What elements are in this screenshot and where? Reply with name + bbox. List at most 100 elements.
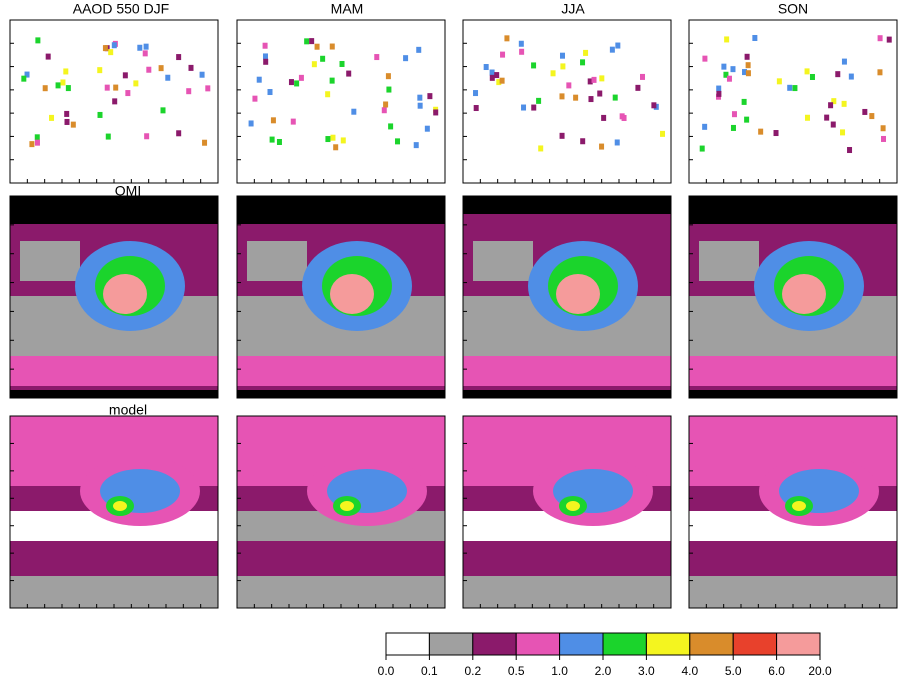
map-cell <box>425 126 430 132</box>
colorbar-label: 0.2 <box>464 664 481 678</box>
map-panel <box>10 416 218 608</box>
map-cell <box>560 63 565 69</box>
map-cell <box>427 93 432 99</box>
ocean <box>473 241 533 281</box>
colorbar-label: 0.5 <box>508 664 525 678</box>
map-cell <box>877 69 882 75</box>
map-cell <box>374 54 379 60</box>
map-cell <box>700 146 705 152</box>
colorbar-label: 20.0 <box>808 664 832 678</box>
south-ocean <box>237 576 445 608</box>
map-cell <box>433 109 438 115</box>
map-cell <box>43 85 48 91</box>
map-cell <box>106 134 111 140</box>
map-cell <box>325 91 330 97</box>
map-cell <box>29 141 34 147</box>
map-cell <box>474 105 479 111</box>
map-cell <box>730 66 735 72</box>
map-cell <box>566 82 571 88</box>
map-cell <box>758 129 763 135</box>
land <box>103 274 147 314</box>
ocean <box>699 241 759 281</box>
map-cell <box>745 54 750 60</box>
map-cell <box>386 87 391 93</box>
colorbar-swatch <box>386 633 429 655</box>
map-cell <box>340 61 345 67</box>
map-cell <box>592 77 597 83</box>
map-panel <box>689 20 897 183</box>
colorbar-swatch <box>690 633 733 655</box>
map-cell <box>615 139 620 145</box>
plume <box>340 501 354 511</box>
map-cell <box>840 129 845 135</box>
panel-title: AAOD 550 DJF <box>73 1 169 17</box>
map-cell <box>417 95 422 101</box>
map-cell <box>333 144 338 150</box>
colorbar-label: 2.0 <box>595 664 612 678</box>
map-panel <box>237 20 445 183</box>
map-cell <box>742 99 747 105</box>
ocean <box>247 241 307 281</box>
map-panel <box>463 416 671 608</box>
polar-band <box>237 196 445 224</box>
map-cell <box>315 44 320 50</box>
map-cell <box>721 64 726 70</box>
land <box>782 274 826 314</box>
map-cell <box>320 56 325 62</box>
map-cell <box>35 140 40 146</box>
map-cell <box>881 125 886 131</box>
colorbar-swatch <box>560 633 603 655</box>
map-panel <box>463 196 671 398</box>
map-cell <box>418 103 423 109</box>
colorbar-swatch <box>603 633 646 655</box>
map-cell <box>473 90 478 96</box>
row-label: model <box>109 402 147 418</box>
map-cell <box>849 74 854 80</box>
colorbar-label: 0.0 <box>378 664 395 678</box>
map-cell <box>805 115 810 121</box>
plume <box>113 501 127 511</box>
colorbar-label: 3.0 <box>638 664 655 678</box>
map-cell <box>828 102 833 108</box>
map-content <box>237 416 445 608</box>
map-cell <box>504 35 509 41</box>
south-band <box>10 356 218 386</box>
map-panels <box>10 20 897 608</box>
map-cell <box>620 113 625 119</box>
map-cell <box>108 49 113 55</box>
map-content <box>689 196 897 398</box>
map-cell <box>263 53 268 59</box>
map-cell <box>842 59 847 65</box>
map-cell <box>63 68 68 74</box>
map-cell <box>330 78 335 84</box>
map-cell <box>56 82 61 88</box>
map-cell <box>144 44 149 50</box>
map-cell <box>386 73 391 79</box>
map-cell <box>752 35 757 41</box>
map-cell <box>519 49 524 55</box>
polar-band <box>10 196 218 224</box>
map-cell <box>165 75 170 81</box>
map-cell <box>202 140 207 146</box>
map-cell <box>289 79 294 85</box>
map-cell <box>613 95 618 101</box>
map-cell <box>249 120 254 126</box>
map-cell <box>490 75 495 81</box>
south-band <box>689 356 897 386</box>
map-cell <box>382 107 387 113</box>
map-cell <box>144 133 149 139</box>
map-cell <box>97 67 102 73</box>
map-cell <box>270 137 275 143</box>
map-cell <box>559 93 564 99</box>
south-band <box>237 356 445 386</box>
map-cell <box>137 45 142 51</box>
map-background <box>237 20 445 183</box>
map-cell <box>277 139 282 145</box>
map-cell <box>531 62 536 68</box>
map-cell <box>294 80 299 86</box>
map-cell <box>112 42 117 48</box>
map-cell <box>869 113 874 119</box>
map-cell <box>787 85 792 91</box>
map-content <box>463 20 671 183</box>
colorbar-swatch <box>733 633 776 655</box>
